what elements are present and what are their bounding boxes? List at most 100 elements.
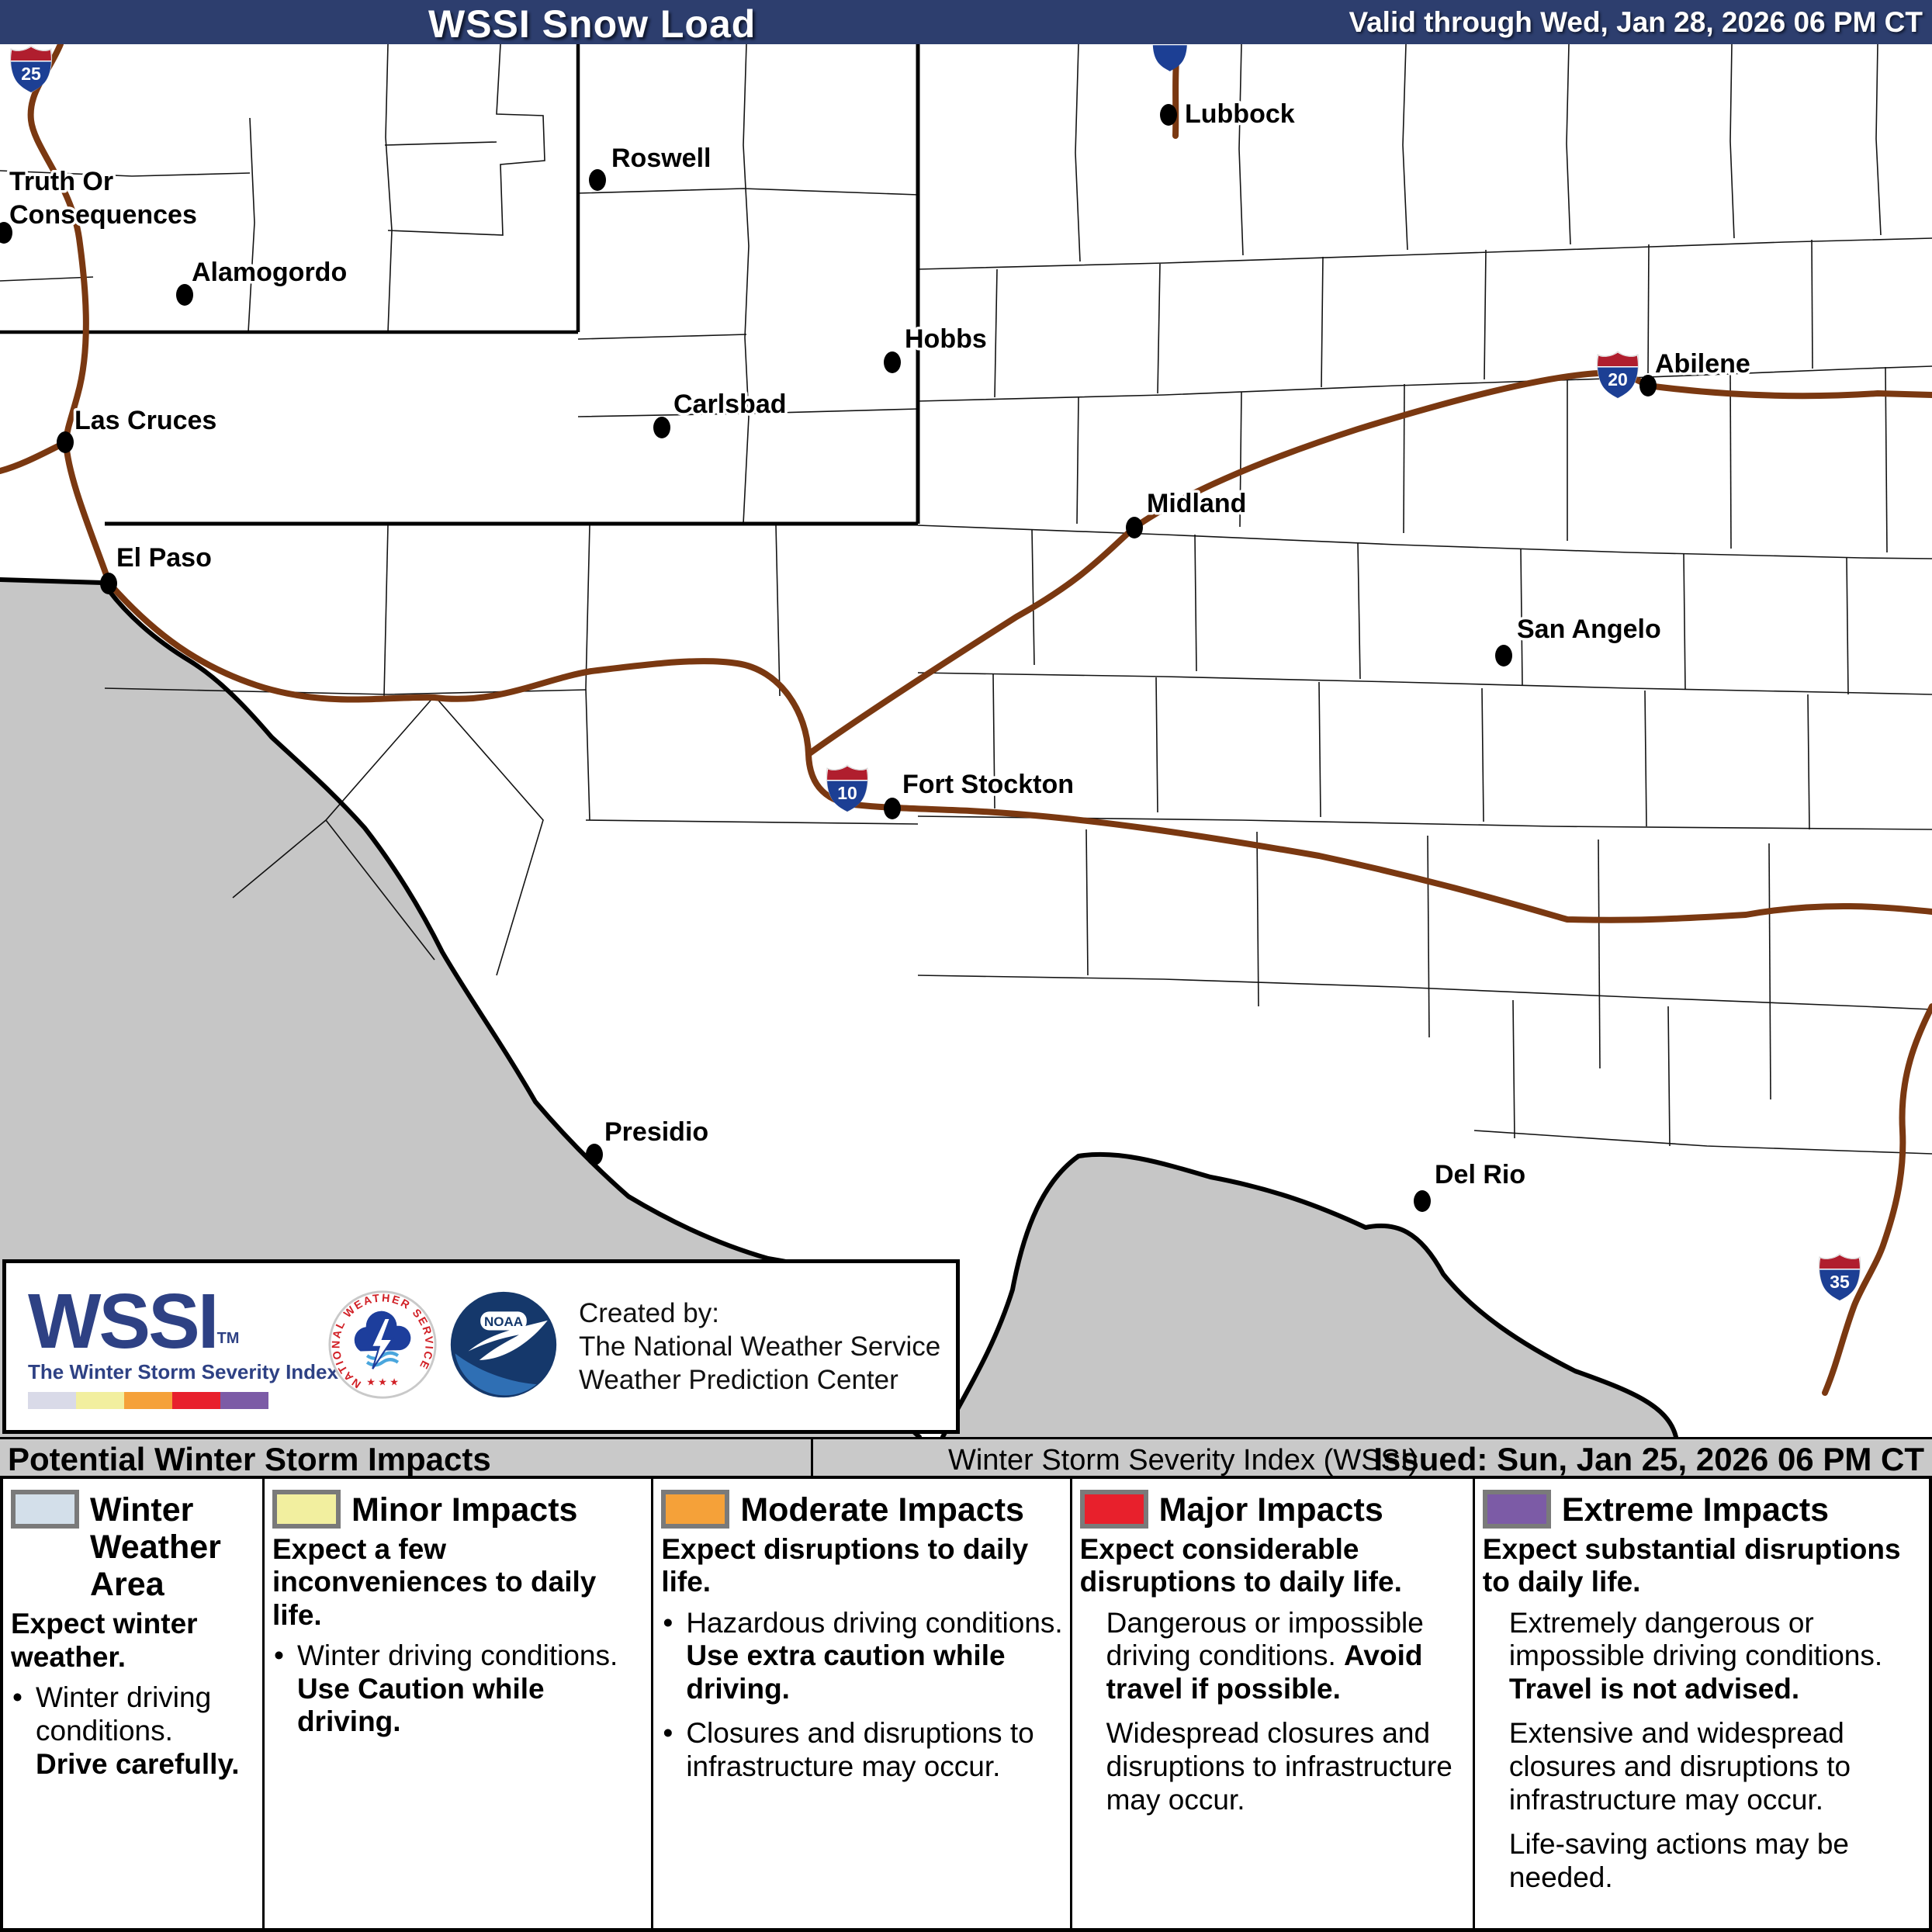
wssi-wordmark: WSSITM bbox=[28, 1277, 240, 1365]
city-label: Fort Stockton bbox=[902, 770, 1074, 799]
severity-strip-swatch bbox=[28, 1391, 76, 1409]
legend-column-major-impacts: Major Impacts Expect considerable disrupt… bbox=[1069, 1479, 1473, 1928]
city-dot bbox=[1414, 1190, 1431, 1212]
created-by-line: Weather Prediction Center bbox=[579, 1365, 898, 1396]
legend-column-winter-weather-area: Winter Weather Area Expect winter weather… bbox=[3, 1479, 262, 1928]
wssi-severity-strip bbox=[28, 1391, 317, 1409]
svg-text:★ ★ ★: ★ ★ ★ bbox=[366, 1376, 398, 1388]
city-layer: Truth Or Consequences Roswell Alamogordo Car… bbox=[0, 97, 1753, 1212]
legend-paragraph: Widespread closures and disruptions to i… bbox=[1106, 1717, 1466, 1817]
legend-text-segment: Use extra caution while driving. bbox=[686, 1639, 1006, 1705]
svg-text:20: 20 bbox=[1608, 369, 1628, 390]
issued-timestamp: Issued: Sun, Jan 25, 2026 06 PM CT bbox=[1373, 1441, 1924, 1477]
legend-text-segment: Expect considerable disruptions to daily… bbox=[1079, 1533, 1402, 1598]
legend-column-title: Extreme Impacts bbox=[1561, 1491, 1830, 1529]
legend-bullet-item: • Closures and disruptions to infrastruct… bbox=[663, 1717, 1065, 1784]
city-label: Lubbock bbox=[1185, 99, 1295, 129]
city-label: Las Cruces bbox=[74, 406, 216, 435]
legend-text-segment: Extensive and widespread closures and di… bbox=[1508, 1717, 1851, 1816]
created-by-line: The National Weather Service bbox=[579, 1331, 941, 1362]
legend-text-segment: Expect substantial disruptions to daily … bbox=[1482, 1533, 1901, 1598]
legend-text-segment: Use Caution while driving. bbox=[296, 1672, 545, 1738]
legend-bullet-text: Hazardous driving conditions. Use extra … bbox=[686, 1607, 1065, 1707]
legend-text-segment: Dangerous or impossible driving conditio… bbox=[1106, 1606, 1424, 1672]
city-dot bbox=[0, 222, 12, 244]
issued-bar: Potential Winter Storm Impacts Winter St… bbox=[0, 1437, 1932, 1479]
legend-column-title: Moderate Impacts bbox=[740, 1491, 1024, 1529]
nws-logo-icon: NATIONAL WEATHER SERVICE ★ ★ ★ bbox=[327, 1290, 438, 1404]
interstate-10-shield-icon: 10 bbox=[826, 764, 869, 812]
legend-lead-text: Expect considerable disruptions to daily… bbox=[1080, 1533, 1466, 1598]
city-dot bbox=[176, 284, 193, 306]
road-lubbock bbox=[1172, 58, 1179, 139]
city-dot bbox=[586, 1144, 603, 1165]
legend-lead-text: Expect a few inconveniences to daily lif… bbox=[272, 1533, 645, 1632]
city-dot bbox=[57, 431, 74, 453]
map-canvas: Truth Or Consequences Roswell Alamogordo Car… bbox=[0, 41, 1932, 1437]
severity-strip-swatch bbox=[76, 1391, 124, 1409]
city-dot bbox=[884, 351, 901, 373]
city-dot bbox=[1160, 104, 1177, 126]
legend-color-swatch bbox=[661, 1490, 730, 1529]
city-label: Alamogordo bbox=[192, 258, 347, 287]
road-i35 bbox=[1822, 1003, 1932, 1396]
road-i10-west bbox=[0, 439, 69, 474]
legend-lead-text: Expect winter weather. bbox=[11, 1608, 256, 1673]
legend-column-minor-impacts: Minor Impacts Expect a few inconveniences… bbox=[261, 1479, 651, 1928]
bullet-marker: • bbox=[12, 1681, 23, 1713]
city-label: Roswell bbox=[611, 144, 711, 173]
legend-text-segment: Winter driving conditions. bbox=[296, 1639, 618, 1671]
city-dot bbox=[1495, 645, 1512, 667]
city-label: Midland bbox=[1147, 489, 1246, 518]
legend-text-segment: Hazardous driving conditions. bbox=[686, 1606, 1063, 1639]
city-label: Presidio bbox=[604, 1117, 708, 1147]
logo-box: WSSITM The Winter Storm Severity Index N… bbox=[2, 1259, 960, 1434]
mexico-region bbox=[0, 580, 1676, 1437]
city-label: Carlsbad bbox=[673, 390, 787, 419]
noaa-logo-icon: NOAA bbox=[448, 1290, 559, 1404]
valid-through-text: Valid through Wed, Jan 28, 2026 06 PM CT bbox=[1349, 6, 1923, 38]
road-i25 bbox=[27, 41, 113, 587]
bullet-marker: • bbox=[273, 1639, 284, 1671]
city-dot bbox=[1126, 517, 1143, 538]
city-dot bbox=[884, 798, 901, 819]
city-label: El Paso bbox=[116, 543, 212, 573]
city-dot bbox=[653, 417, 670, 438]
city-label: San Angelo bbox=[1517, 615, 1661, 644]
legend-paragraph: Life-saving actions may be needed. bbox=[1509, 1828, 1923, 1895]
created-by-line: Created by: bbox=[579, 1297, 719, 1328]
svg-text:25: 25 bbox=[21, 64, 41, 84]
legend-bullet-item: • Hazardous driving conditions. Use extra… bbox=[663, 1607, 1065, 1707]
severity-strip-swatch bbox=[220, 1391, 268, 1409]
bullet-marker: • bbox=[663, 1606, 673, 1639]
road-i20 bbox=[805, 369, 1932, 757]
legend-text-segment: Widespread closures and disruptions to i… bbox=[1106, 1717, 1452, 1816]
route-shield-partial-icon bbox=[1152, 45, 1187, 71]
city-label: Abilene bbox=[1655, 349, 1750, 379]
legend-lead-text: Expect disruptions to daily life. bbox=[661, 1533, 1063, 1598]
severity-strip-swatch bbox=[172, 1391, 220, 1409]
page-title: WSSI Snow Load bbox=[428, 2, 757, 46]
city-dot bbox=[100, 573, 117, 594]
legend-text-segment: Expect winter weather. bbox=[11, 1608, 198, 1673]
legend-column-moderate-impacts: Moderate Impacts Expect disruptions to da… bbox=[651, 1479, 1069, 1928]
legend-bullet-item: • Winter driving conditions. Use Caution … bbox=[274, 1639, 646, 1740]
trademark: TM bbox=[216, 1329, 240, 1347]
svg-text:10: 10 bbox=[837, 783, 857, 803]
city-dot bbox=[1639, 375, 1657, 396]
legend-paragraph: Extremely dangerous or impossible drivin… bbox=[1509, 1607, 1923, 1707]
legend-lead-text: Expect substantial disruptions to daily … bbox=[1483, 1533, 1923, 1598]
legend-bullet-text: Winter driving conditions. Drive carefull… bbox=[36, 1681, 258, 1781]
wssi-bar-subtitle: Winter Storm Severity Index (WSSI) bbox=[947, 1444, 1418, 1477]
legend-paragraph: Extensive and widespread closures and di… bbox=[1509, 1717, 1923, 1817]
interstate-20-shield-icon: 20 bbox=[1596, 351, 1639, 399]
legend-color-swatch bbox=[1482, 1490, 1551, 1529]
legend-column-header: Extreme Impacts bbox=[1481, 1487, 1924, 1529]
impacts-bar-title: Potential Winter Storm Impacts bbox=[0, 1439, 813, 1477]
legend-text-segment: Avoid travel if possible. bbox=[1106, 1639, 1423, 1705]
legend-column-title: Winter Weather Area bbox=[90, 1491, 221, 1604]
legend-text-segment: Winter driving conditions. bbox=[36, 1681, 212, 1747]
severity-strip-swatch bbox=[124, 1391, 172, 1409]
city-label: Hobbs bbox=[905, 324, 987, 354]
